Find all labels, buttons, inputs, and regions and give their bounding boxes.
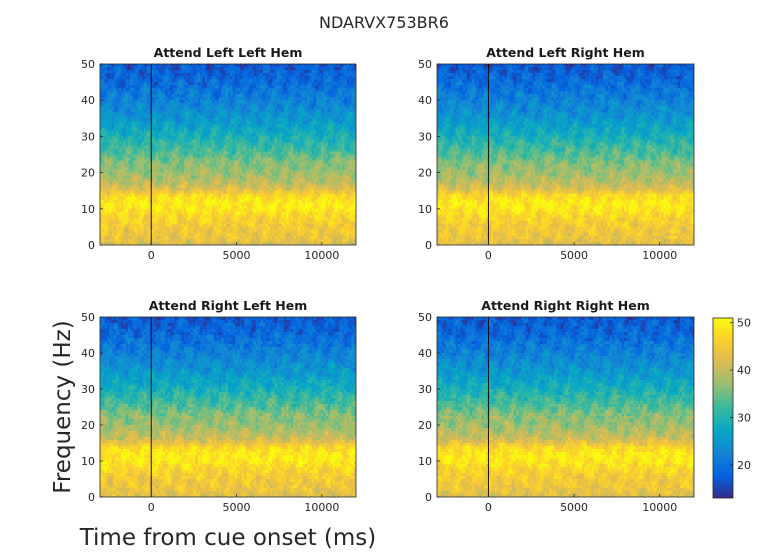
subplot-panel: Attend Left Left Hem 0 10 20 30 40 50 0 5000 1000… [81,45,357,262]
y-tick-label: 0 [425,491,432,504]
y-tick-label: 30 [81,383,95,396]
axes-frame [99,63,357,246]
x-tick-label: 0 [148,249,155,262]
axes-frame [436,63,695,246]
subplot-title: Attend Right Left Hem [149,298,308,313]
x-tick-label: 10000 [304,501,339,514]
y-tick-label: 50 [81,58,95,71]
x-tick-label: 5000 [560,249,588,262]
subplot-title: Attend Left Right Hem [486,45,645,60]
colorbar-gradient [713,318,733,498]
y-tick-label: 20 [418,419,432,432]
y-tick-label: 0 [425,239,432,252]
x-tick-label: 5000 [223,249,251,262]
x-tick-label: 5000 [223,501,251,514]
y-tick-label: 50 [418,58,432,71]
x-tick-label: 10000 [304,249,339,262]
spectrogram-heatmap [437,317,694,497]
x-tick-label: 5000 [560,501,588,514]
x-tick-label: 10000 [642,249,677,262]
subplot-panel: Attend Right Left Hem 0 10 20 30 40 50 0 5000 100… [81,298,357,514]
colorbar-frame [712,317,734,499]
subplot-title: Attend Left Left Hem [154,45,303,60]
x-axis-label: Time from cue onset (ms) [79,525,377,551]
axes-frame [99,316,357,498]
colorbar-tick-label: 20 [737,459,751,472]
x-tick-label: 10000 [642,501,677,514]
y-tick-label: 40 [81,347,95,360]
spectrogram-heatmap [437,64,694,245]
y-tick-label: 0 [88,239,95,252]
colorbar-tick-label: 50 [737,317,751,330]
x-tick-label: 0 [485,249,492,262]
y-tick-label: 20 [81,167,95,180]
y-tick-label: 0 [88,491,95,504]
y-tick-label: 40 [418,94,432,107]
y-tick-label: 50 [81,311,95,324]
spectrogram-heatmap [100,64,356,245]
y-tick-label: 10 [418,455,432,468]
y-tick-label: 10 [418,203,432,216]
y-tick-label: 50 [418,311,432,324]
y-tick-label: 30 [418,130,432,143]
subplot-panel: Attend Left Right Hem 0 10 20 30 40 50 0 5000 100… [418,45,695,262]
subplot-title: Attend Right Right Hem [481,298,649,313]
x-tick-label: 0 [485,501,492,514]
subplot-panel: Attend Right Right Hem 0 10 20 30 40 50 0 5000 10… [418,298,695,514]
y-axis-label: Frequency (Hz) [50,320,76,493]
colorbar-tick-label: 30 [737,411,751,424]
y-tick-label: 10 [81,455,95,468]
x-tick-label: 0 [148,501,155,514]
colorbar: 20 30 40 50 [712,317,751,499]
y-tick-label: 40 [81,94,95,107]
y-tick-label: 30 [81,130,95,143]
y-tick-label: 20 [418,167,432,180]
spectrogram-heatmap [100,317,356,497]
y-tick-label: 30 [418,383,432,396]
axes-frame [436,316,695,498]
y-tick-label: 10 [81,203,95,216]
y-tick-label: 40 [418,347,432,360]
y-tick-label: 20 [81,419,95,432]
figure-title: NDARVX753BR6 [319,13,449,32]
colorbar-tick-label: 40 [737,364,751,377]
